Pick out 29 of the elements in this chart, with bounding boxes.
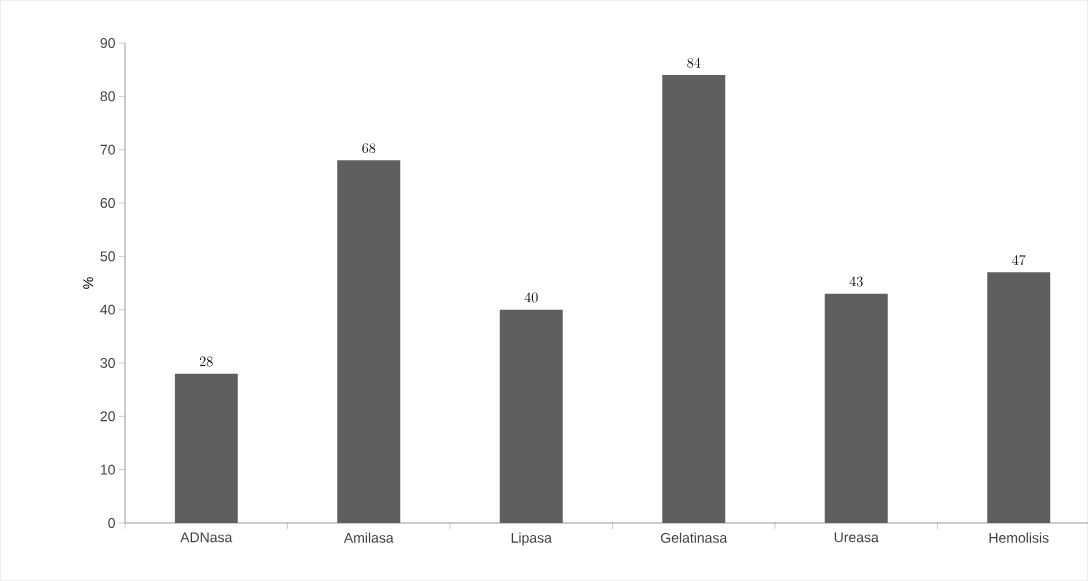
bar bbox=[662, 75, 726, 523]
data-label: 43 bbox=[849, 276, 863, 287]
y-tick-label: 70 bbox=[100, 144, 115, 155]
data-label: 47 bbox=[1012, 255, 1026, 266]
bar bbox=[174, 373, 238, 523]
data-label: 28 bbox=[199, 356, 213, 367]
data-label: 40 bbox=[524, 292, 538, 303]
y-tick-label: 40 bbox=[100, 304, 115, 315]
x-tick-label: ADNasa bbox=[180, 532, 233, 543]
data-label: 68 bbox=[362, 143, 376, 154]
x-tick-label: Lipasa bbox=[511, 532, 552, 546]
x-tick-label: Ureasa bbox=[834, 532, 879, 543]
y-tick-label: 20 bbox=[100, 411, 115, 422]
bar bbox=[337, 160, 401, 523]
bar bbox=[987, 272, 1051, 523]
x-tick-label: Amilasa bbox=[343, 532, 394, 543]
y-tick-label: 0 bbox=[108, 518, 115, 528]
y-tick-label: 90 bbox=[100, 38, 115, 48]
bar bbox=[824, 293, 888, 523]
data-label: 84 bbox=[687, 57, 701, 68]
x-tick-label: Gelatinasa bbox=[660, 532, 728, 543]
y-tick-label: 60 bbox=[100, 198, 115, 208]
x-tick-label: Hemolisis bbox=[989, 532, 1049, 543]
y-tick-label: 10 bbox=[100, 464, 115, 475]
y-axis-title: % bbox=[83, 277, 94, 289]
bar bbox=[499, 309, 563, 523]
y-tick-label: 30 bbox=[100, 358, 115, 368]
y-tick-label: 50 bbox=[100, 251, 115, 262]
y-tick-label: 80 bbox=[100, 91, 115, 102]
